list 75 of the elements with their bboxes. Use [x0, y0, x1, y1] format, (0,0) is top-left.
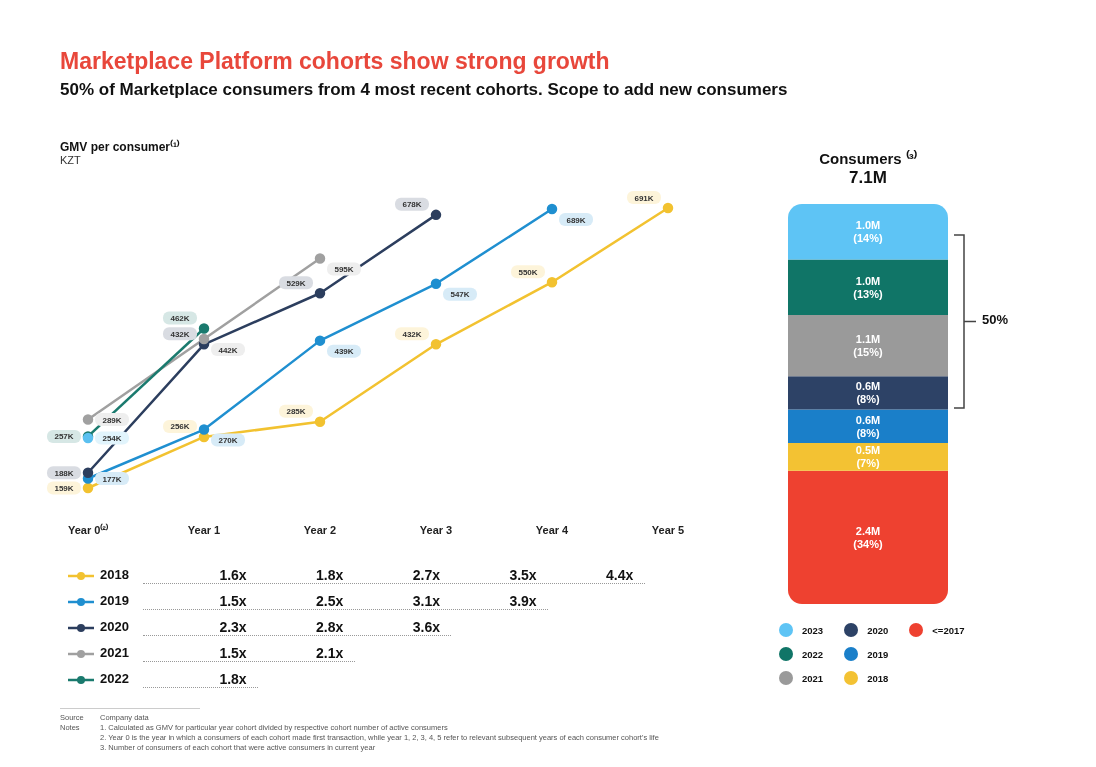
text: 3.9x — [509, 593, 537, 609]
data-label: 689K — [566, 215, 586, 225]
legend-label: 2022 — [802, 648, 824, 660]
x-tick-label: Year 0⁽²⁾ — [67, 522, 110, 536]
annotation: (7%) — [856, 457, 880, 470]
legend-label: 2018 — [100, 567, 129, 582]
data-label: 159K — [54, 484, 74, 493]
text: 2.3x — [219, 619, 247, 635]
data-label: 595K — [334, 265, 354, 275]
annotation: (13%) — [853, 287, 884, 300]
data-label: 432K — [402, 329, 422, 339]
data-label: 547K — [450, 290, 470, 300]
legend-label: 2020 — [100, 619, 129, 634]
data-label: 432K — [170, 329, 190, 339]
text: 50% — [982, 312, 1009, 327]
annotation: (8%) — [856, 426, 880, 439]
legend-label: 2019 — [867, 648, 889, 660]
text: 1.6x — [219, 567, 247, 583]
x-tick-label: Year 5 — [651, 523, 685, 536]
x-tick-label: Year 3 — [419, 523, 453, 536]
data-label: 177K — [102, 474, 122, 484]
chart-title: Marketplace Platform cohorts show strong growth — [60, 48, 610, 75]
data-label: 439K — [334, 347, 354, 357]
legend-label: 2021 — [100, 645, 129, 660]
annotation: (34%) — [853, 537, 884, 550]
data-label: 691K — [634, 193, 654, 203]
legend-label: 2021 — [802, 672, 824, 684]
chart-title: Consumers ⁽³⁾ — [818, 149, 918, 168]
data-label: 0.5M — [855, 444, 881, 457]
annotation: (14%) — [853, 232, 884, 245]
text: 3.5x — [509, 567, 537, 583]
text: 1.8x — [316, 567, 344, 583]
data-label: 550K — [518, 267, 538, 277]
data-label: 529K — [286, 278, 306, 288]
data-label: 254K — [102, 434, 122, 443]
data-label: 289K — [102, 415, 122, 425]
data-label: 442K — [218, 345, 238, 355]
data-label: 2.4M — [855, 524, 881, 537]
chart-subtitle: 50% of Marketplace consumers from 4 most recent cohorts. Scope to add new consumers — [60, 80, 788, 100]
x-tick-label: Year 2 — [303, 523, 337, 536]
annotation: (8%) — [856, 393, 880, 406]
y-axis-title: GMV per consumer⁽¹⁾ — [60, 138, 181, 155]
legend-label: 2023 — [802, 624, 824, 636]
data-label: 1.0M — [855, 219, 881, 232]
text: 1.5x — [219, 593, 247, 609]
legend-label: 2022 — [100, 671, 129, 686]
text: 2.7x — [412, 567, 441, 583]
text: 3.1x — [412, 593, 441, 609]
data-label: 270K — [218, 436, 238, 446]
text: 1.5x — [219, 645, 247, 661]
text: 4.4x — [606, 567, 634, 583]
data-label: 0.6M — [855, 380, 881, 393]
data-label: 256K — [170, 422, 190, 432]
text: 3.6x — [412, 619, 441, 635]
legend-label: 2018 — [867, 672, 889, 684]
annotation: (15%) — [853, 346, 884, 359]
text: 2.5x — [316, 593, 344, 609]
data-label: 0.6M — [855, 413, 881, 426]
legend-label: 2019 — [100, 593, 129, 608]
chart-subtitle: 7.1M — [848, 168, 888, 188]
data-label: 285K — [286, 407, 306, 417]
text: KZT — [60, 154, 81, 166]
text: 1.8x — [219, 671, 247, 687]
legend-label: 2020 — [867, 624, 889, 636]
data-label: 188K — [54, 468, 74, 478]
data-label: 462K — [170, 314, 190, 324]
data-label: 1.1M — [855, 333, 881, 346]
data-label: 678K — [402, 200, 422, 210]
text: 2.1x — [316, 645, 344, 661]
text: 2.8x — [316, 619, 344, 635]
x-tick-label: Year 1 — [187, 523, 221, 536]
x-tick-label: Year 4 — [535, 523, 570, 536]
legend-label: <=2017 — [932, 624, 965, 636]
data-label: 257K — [54, 432, 74, 442]
data-label: 1.0M — [855, 274, 881, 287]
